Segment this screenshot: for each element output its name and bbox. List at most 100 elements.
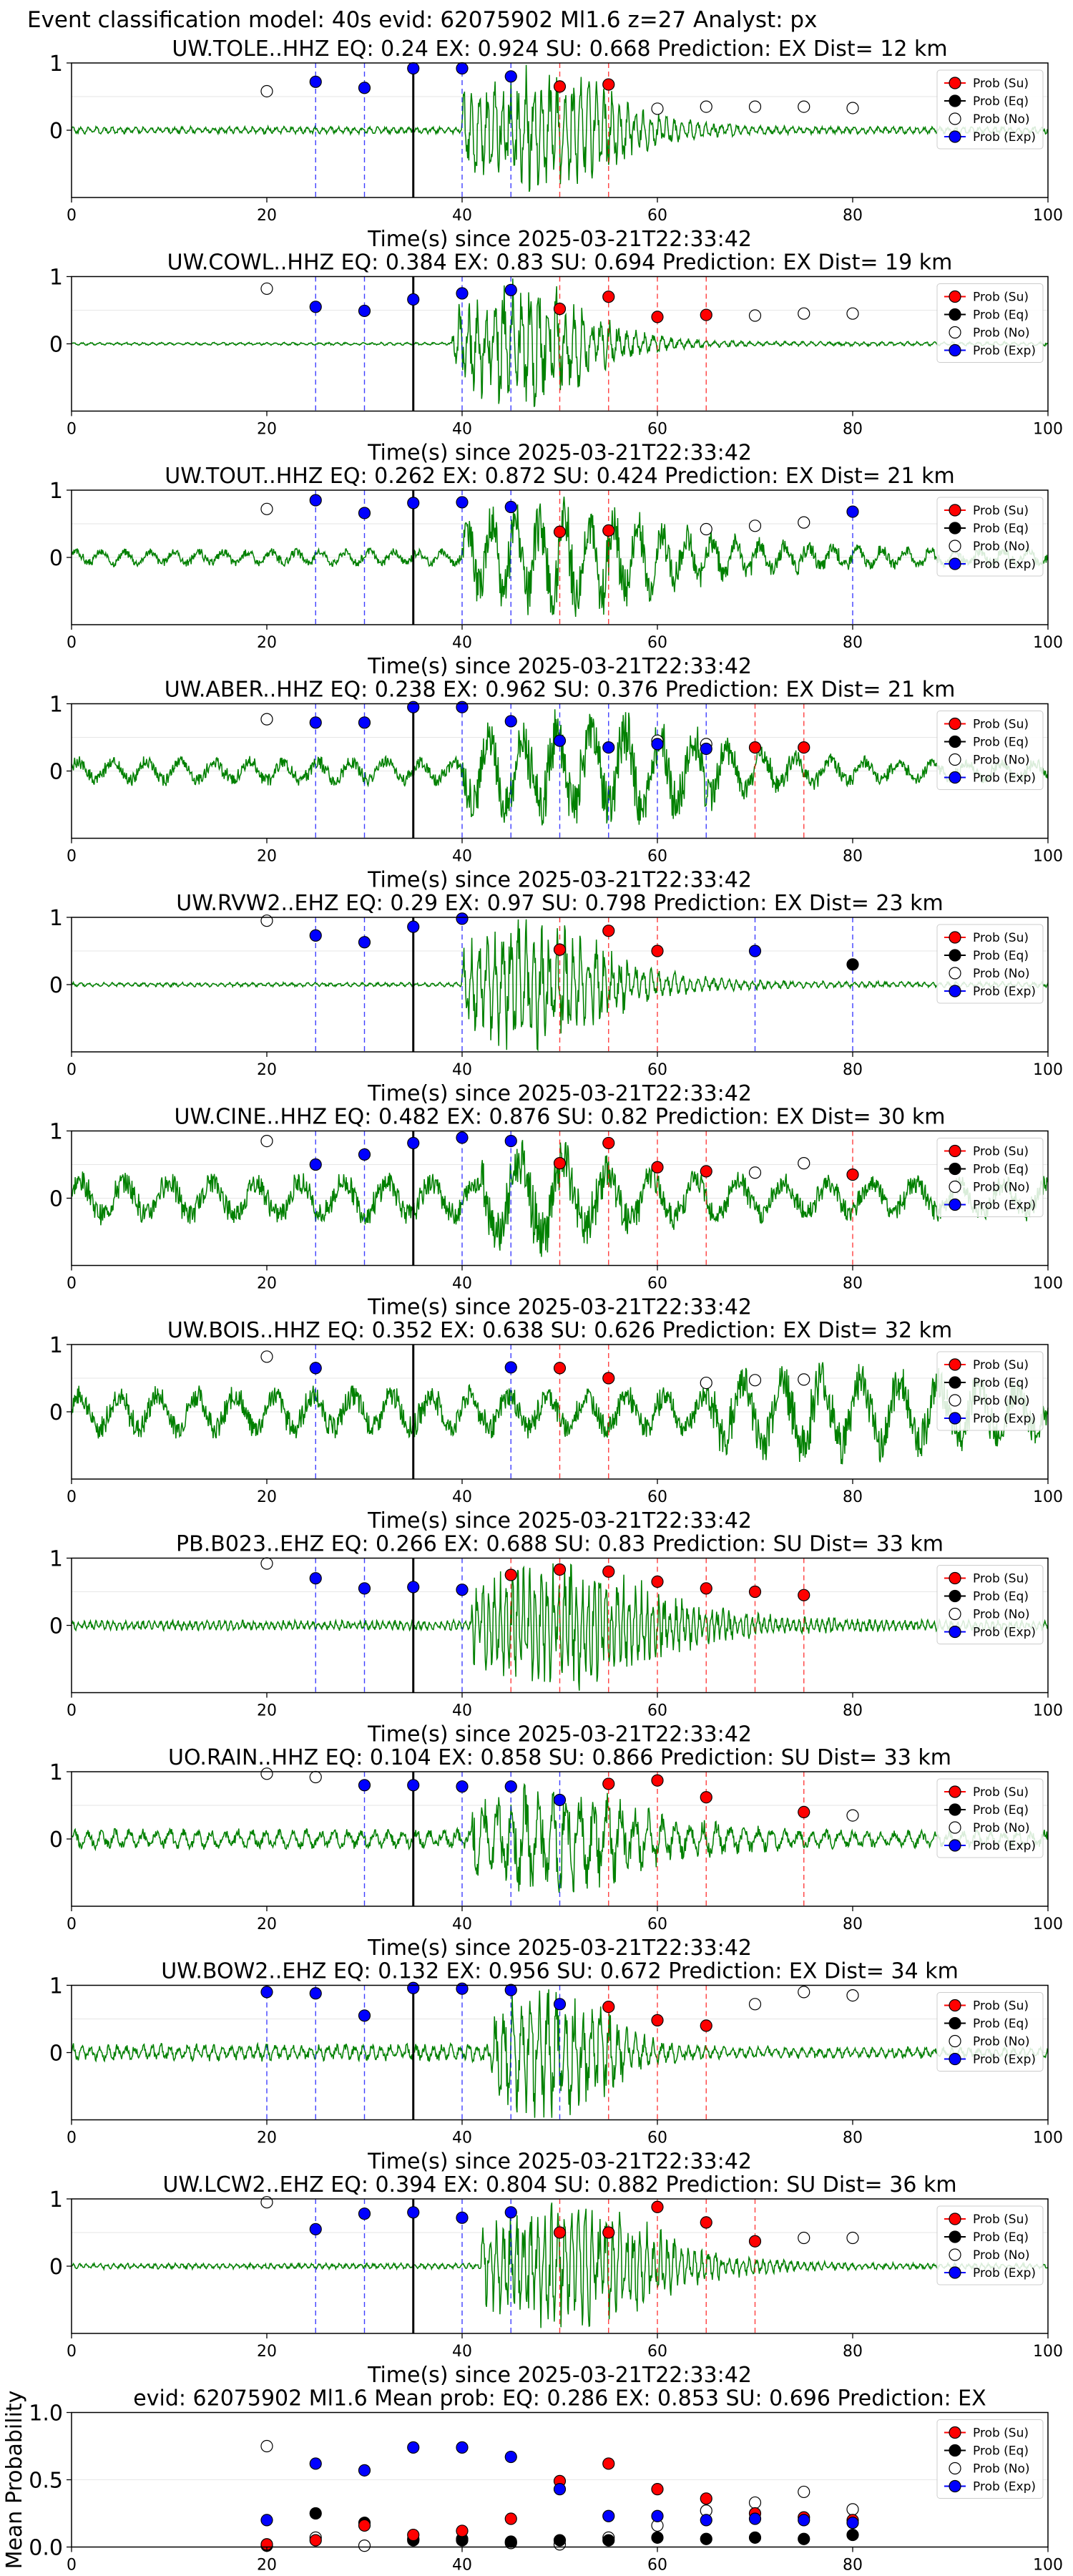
legend-marker	[949, 1358, 961, 1371]
legend-marker	[949, 2212, 961, 2225]
legend-marker	[949, 1785, 961, 1798]
no-point	[260, 502, 273, 515]
x-tick-label: 40	[452, 1488, 472, 1506]
su-point	[602, 1777, 615, 1790]
x-axis-label: Time(s) since 2025-03-21T22:33:42	[367, 1936, 752, 1961]
exp-point	[358, 2464, 371, 2477]
waveform-trace	[71, 1989, 1049, 2118]
legend-marker	[949, 949, 961, 962]
legend-marker	[949, 1571, 961, 1585]
x-tick-label: 0	[67, 1275, 77, 1293]
exp-point	[798, 2514, 810, 2527]
exp-point	[309, 1987, 322, 2000]
y-tick-label: 1	[49, 1974, 63, 1999]
eq-point	[309, 2507, 322, 2520]
panel-title: UW.COWL..HHZ EQ: 0.384 EX: 0.83 SU: 0.69…	[167, 250, 953, 275]
no-point	[260, 2439, 273, 2453]
exp-point	[504, 1780, 517, 1793]
no-point	[846, 1989, 859, 2002]
x-tick-label: 40	[452, 2129, 472, 2147]
exp-point	[407, 293, 420, 306]
exp-point	[309, 716, 322, 729]
legend-marker	[949, 2016, 961, 2030]
y-tick-label: 0	[49, 119, 63, 144]
su-point	[309, 2534, 322, 2547]
x-axis-label: Time(s) since 2025-03-21T22:33:42	[367, 868, 752, 893]
su-point	[602, 2000, 615, 2014]
exp-point	[748, 2512, 762, 2525]
exp-point	[846, 505, 859, 518]
su-point	[651, 311, 664, 323]
y-tick-label: 1	[49, 479, 63, 504]
x-tick-label: 80	[843, 1061, 863, 1079]
no-point	[748, 1374, 762, 1387]
eq-point	[700, 2532, 712, 2545]
x-tick-label: 100	[1033, 1702, 1063, 1720]
x-tick-label: 80	[843, 848, 863, 866]
su-point	[700, 1165, 712, 1178]
x-axis-label: Time(s) since 2025-03-21T22:33:42	[367, 2150, 752, 2175]
legend-label: Prob (Su)	[973, 1145, 1029, 1159]
su-point	[651, 2014, 664, 2026]
legend-marker	[949, 2426, 961, 2439]
exp-point	[651, 2509, 664, 2522]
x-tick-label: 60	[647, 1061, 667, 1079]
x-tick-label: 100	[1033, 1916, 1063, 1933]
legend-marker	[949, 522, 961, 535]
y-tick-label: 1	[49, 1333, 63, 1358]
no-point	[260, 1350, 273, 1363]
x-tick-label: 100	[1033, 421, 1063, 439]
legend-marker	[949, 2052, 961, 2066]
x-tick-label: 80	[843, 2557, 863, 2575]
x-tick-label: 40	[452, 1702, 472, 1720]
panel-1: UW.TOLE..HHZ EQ: 0.24 EX: 0.924 SU: 0.66…	[49, 36, 1063, 252]
x-tick-label: 40	[452, 1916, 472, 1933]
exp-point	[358, 1148, 371, 1161]
no-point	[651, 102, 664, 115]
legend-label: Prob (Eq)	[973, 2017, 1029, 2031]
legend-marker	[949, 130, 961, 143]
x-tick-label: 20	[257, 207, 277, 225]
legend-label: Prob (Exp)	[973, 2266, 1036, 2280]
no-point	[846, 1809, 859, 1822]
no-point	[798, 100, 810, 113]
no-point	[748, 2496, 762, 2509]
x-tick-label: 0	[67, 634, 77, 652]
figure-title: Event classification model: 40s evid: 62…	[27, 7, 817, 33]
y-tick-label: 0	[49, 1614, 63, 1639]
x-axis-label: Time(s) since 2025-03-21T22:33:42	[367, 227, 752, 252]
x-tick-label: 100	[1033, 207, 1063, 225]
exp-point	[456, 62, 469, 75]
no-point	[846, 2231, 859, 2245]
no-point	[309, 1770, 322, 1784]
legend-label: Prob (Exp)	[973, 130, 1036, 145]
no-point	[260, 282, 273, 296]
legend-box	[936, 1778, 1044, 1858]
x-tick-label: 100	[1033, 1061, 1063, 1079]
x-tick-label: 100	[1033, 848, 1063, 866]
waveform-trace	[71, 1140, 1049, 1257]
exp-point	[358, 507, 371, 519]
x-axis-label: Time(s) since 2025-03-21T22:33:42	[367, 1508, 752, 1533]
x-tick-label: 100	[1033, 2129, 1063, 2147]
exp-point	[456, 701, 469, 713]
legend-label: Prob (Su)	[973, 718, 1029, 732]
y-tick-label: 0	[49, 1187, 63, 1212]
x-tick-label: 20	[257, 421, 277, 439]
legend-label: Prob (Eq)	[973, 949, 1029, 963]
no-point	[260, 2196, 273, 2209]
x-tick-label: 80	[843, 1916, 863, 1933]
su-point	[748, 1585, 762, 1599]
no-point	[748, 1998, 762, 2011]
x-tick-label: 20	[257, 1916, 277, 1933]
x-tick-label: 20	[257, 2557, 277, 2575]
legend-label: Prob (Exp)	[973, 1839, 1036, 1853]
su-point	[553, 1157, 567, 1170]
legend-label: Prob (No)	[973, 1394, 1030, 1408]
x-tick-label: 60	[647, 848, 667, 866]
exp-point	[309, 2457, 322, 2470]
x-tick-label: 80	[843, 421, 863, 439]
legend-box	[936, 283, 1044, 363]
su-point	[602, 1372, 615, 1385]
x-tick-label: 60	[647, 2343, 667, 2361]
